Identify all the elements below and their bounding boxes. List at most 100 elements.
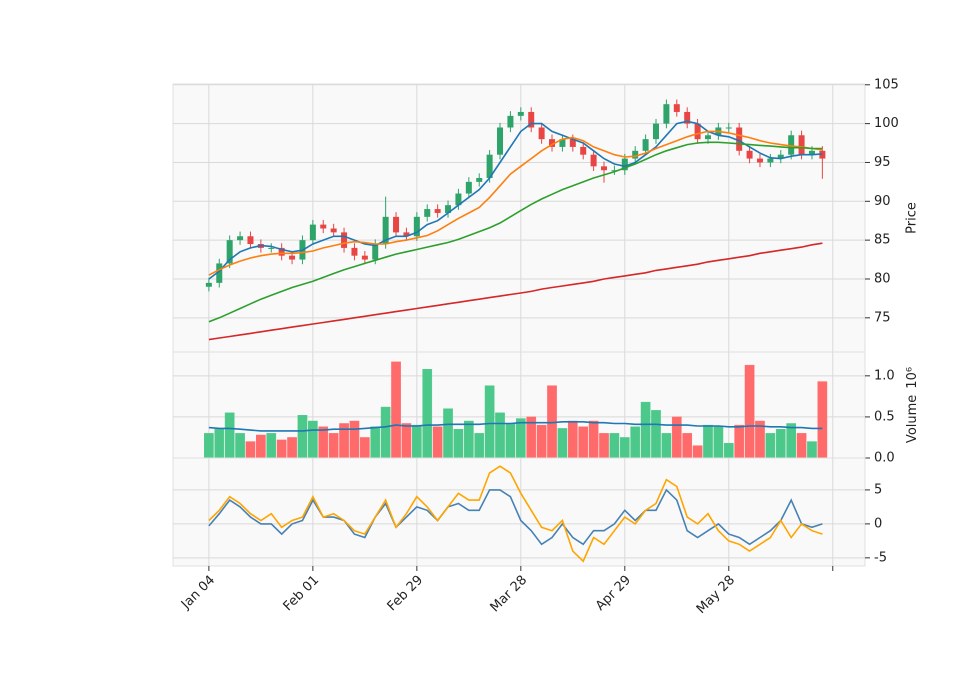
y-tick-label: 95 [874,155,891,170]
panel-background [172,83,866,353]
volume-bar [235,433,245,459]
candle-body [788,135,795,155]
line [208,488,823,546]
candle-body [403,232,410,237]
candle-body [372,244,379,260]
volume-bar [786,423,797,459]
candle-body [538,127,545,140]
volume-bar [411,424,422,459]
candle-body [289,255,296,260]
candle-body [434,209,441,213]
volume-bar [713,426,724,459]
y-tick-label: 1.0 [874,368,895,383]
x-tick-label: Jan 04 [178,573,218,613]
line [208,141,823,323]
volume-bar [599,433,609,459]
y-tick-label: 0.0 [874,451,895,466]
candle-body [767,158,774,163]
volume-bar [453,428,464,459]
candle-body [309,224,316,241]
volume-bar [640,401,651,459]
candle-body [517,111,524,116]
volume-bar [505,423,516,459]
volume-bar [287,437,297,459]
candle-body [642,139,649,151]
line [208,120,823,280]
volume-bar [661,433,672,459]
volume-bar [432,426,443,459]
volume-bar [682,433,693,459]
candle-body [413,216,420,237]
candle-body [278,247,285,256]
volume-bar [380,406,391,459]
candle-body [673,104,680,112]
candle-body [601,166,608,171]
candle-body [361,255,368,260]
volume-bar [515,418,526,459]
candle-body [632,150,639,159]
candle-body [445,205,452,213]
volume-bar [609,433,620,459]
volume-bar [328,433,339,459]
candle-body [704,135,711,140]
candle-body [798,135,805,155]
volume-label: Volume [905,395,920,443]
volume-bar [443,408,453,459]
candle-body [590,154,597,167]
volume-bar [775,428,786,459]
y-tick-label: 5 [874,482,882,497]
candle-body [507,115,514,128]
volume-bar [630,426,641,459]
volume-bar [495,412,505,459]
volume-bar [619,437,630,459]
candle-body [808,150,815,155]
y-tick-label: -5 [874,550,887,565]
candle-body [341,232,348,248]
volume-bar [422,369,433,459]
volume-bar [703,424,713,459]
candle-body [226,240,233,264]
volume-bar [349,420,360,459]
x-tick-label: Mar 28 [488,573,531,616]
candle-body [684,111,691,124]
candle-body [736,127,743,151]
volume-bar [308,420,318,459]
y-tick-label: 75 [874,310,891,325]
volume-bar [671,416,682,459]
volume-bar [245,441,256,459]
volume-bar [204,433,214,459]
y-tick-label: 105 [874,77,899,92]
volume-bar [463,420,474,459]
candle-body [611,170,618,172]
volume-bar [359,437,370,459]
volume-bar [214,428,225,459]
candle-body [652,123,659,140]
candle-body [320,224,327,229]
volume-bar [578,426,589,459]
candle-body [393,216,400,233]
volume-bar [796,433,807,459]
volume-bar [744,364,755,459]
line [208,465,823,563]
volume-bar [474,433,485,459]
volume-bar [318,426,329,459]
volume-bar [224,412,235,459]
volume-unit: 10⁶ [905,367,920,389]
candle-body [382,216,389,245]
volume-bar [276,439,287,459]
volume-bar [765,433,776,459]
candle-body [465,181,472,194]
candle-body [486,154,493,178]
volume-bar [588,420,599,459]
x-tick-label: May 28 [694,573,738,617]
volume-axis-label: Volume 10⁶ [905,367,920,443]
candle-body [237,236,244,241]
volume-bar [807,441,817,459]
candle-body [476,177,483,182]
x-tick-label: Feb 29 [385,573,427,615]
y-tick-label: 0.5 [874,409,895,424]
candle-body [351,247,358,256]
volume-bar [723,442,734,459]
candle-body [216,263,223,283]
line [208,130,823,276]
